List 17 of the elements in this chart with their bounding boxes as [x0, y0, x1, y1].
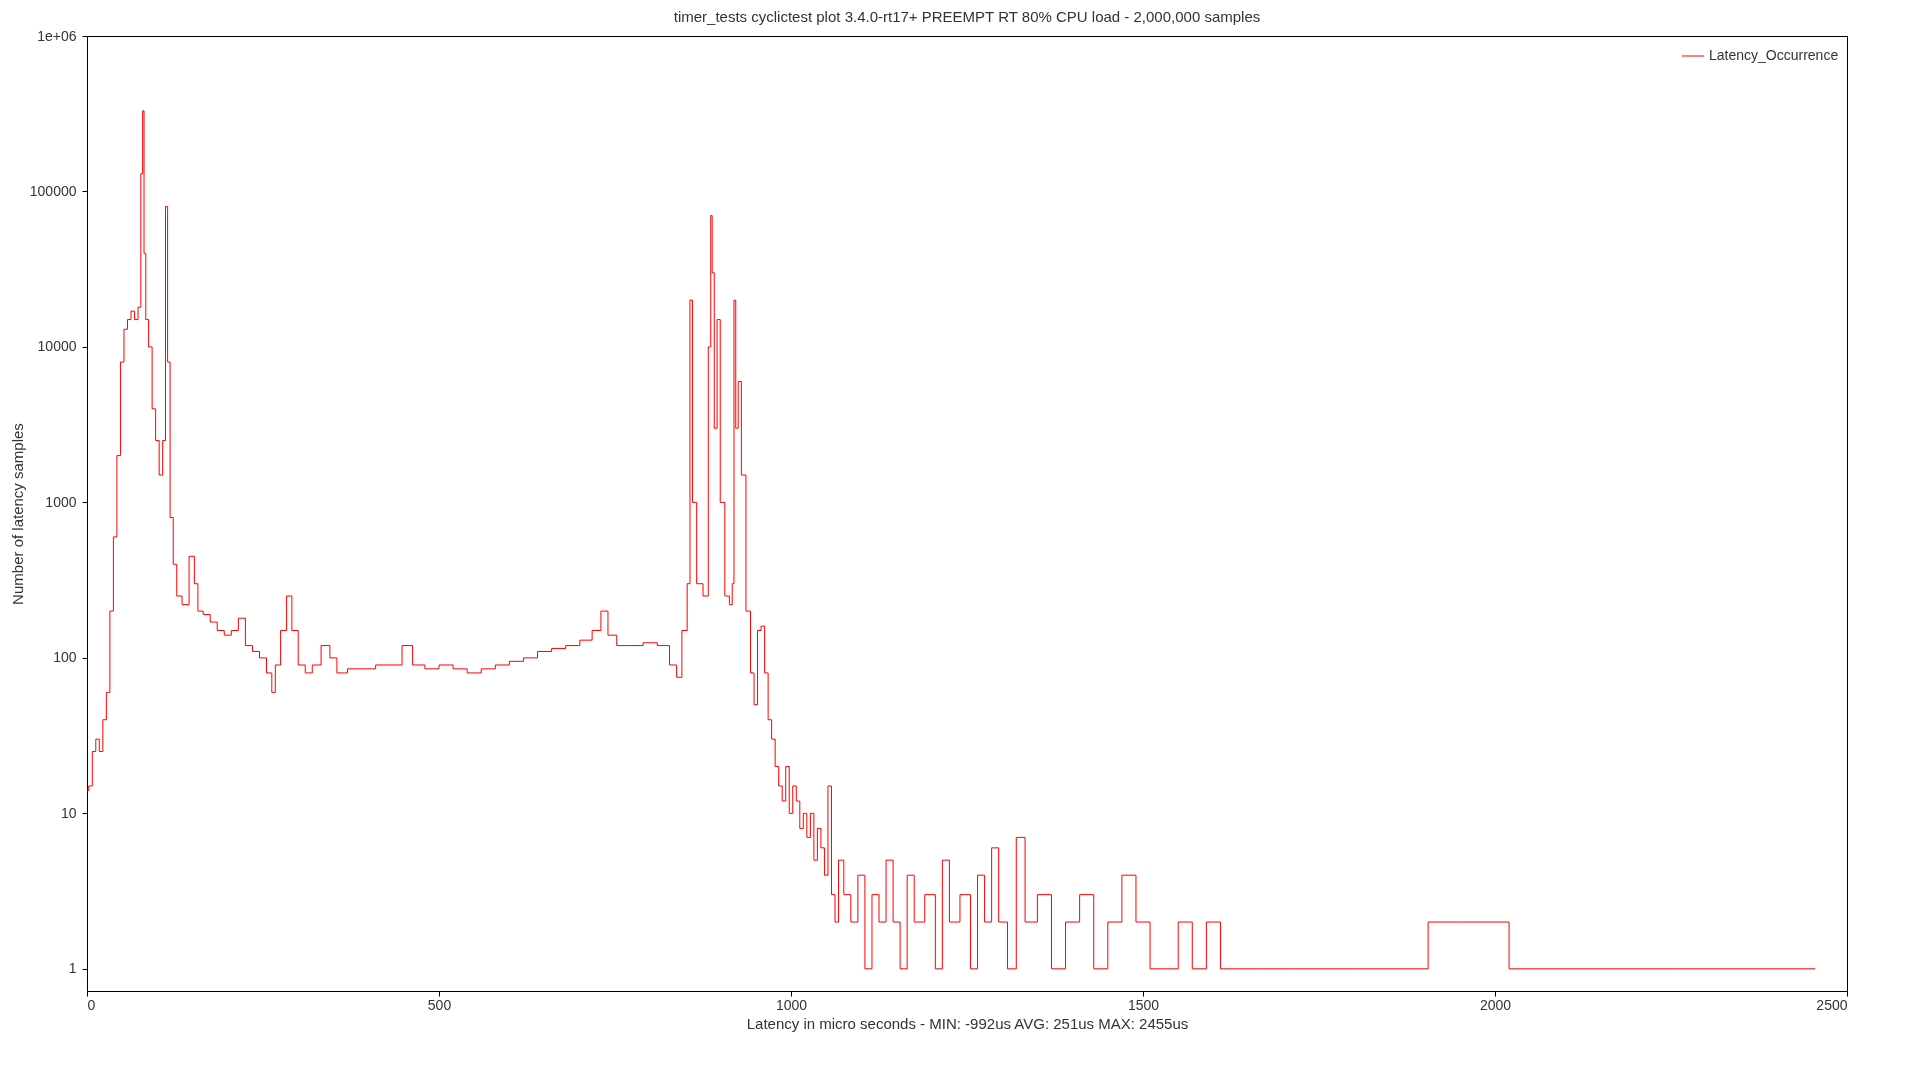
x-tick-label: 1500	[1127, 996, 1160, 1013]
y-tick-label: 100	[53, 649, 77, 666]
chart-title: timer_tests cyclictest plot 3.4.0-rt17+ PREEMPT RT 80% CPU load - 2,000,000 samples	[673, 8, 1261, 25]
x-tick-label: 500	[427, 996, 452, 1013]
y-tick-label: 1000	[45, 493, 77, 510]
x-tick-label: 2000	[1479, 996, 1512, 1013]
y-tick-label: 10000	[37, 338, 77, 355]
y-tick-label: 1	[68, 960, 77, 977]
y-tick-label: 10	[60, 804, 77, 821]
x-axis-title: Latency in micro seconds - MIN: -992us AVG: 251us MAX: 2455us	[746, 1014, 1189, 1032]
x-tick-label: 2500	[1816, 996, 1848, 1013]
x-tick-label: 0	[87, 996, 96, 1013]
x-tick-label: 1000	[775, 996, 808, 1013]
legend-label: Latency_Occurrence	[1709, 47, 1839, 63]
y-axis-title: Number of latency samples	[8, 423, 26, 605]
y-tick-label: 100000	[29, 182, 77, 199]
y-tick-label: 1e+06	[37, 27, 77, 44]
